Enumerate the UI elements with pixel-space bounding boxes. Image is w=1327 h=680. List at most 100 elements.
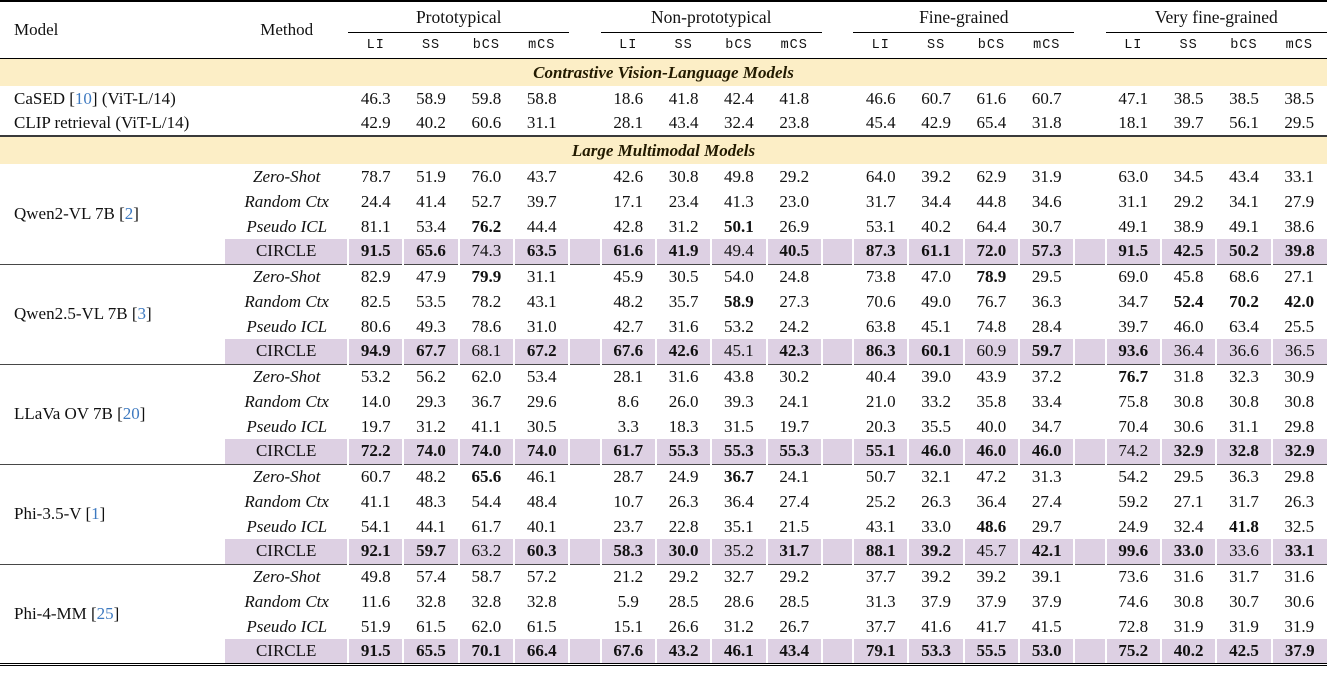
metric-cell: 81.1 [360, 216, 391, 236]
metric-cell: 32.8 [416, 591, 446, 611]
metric-cell: 37.7 [853, 563, 909, 589]
metric-cell: 58.7 [458, 563, 515, 589]
metric-cell: 67.6 [599, 639, 656, 664]
method-label: Pseudo ICL [246, 416, 328, 436]
citation-link[interactable]: 25 [96, 603, 114, 623]
metric-cell: 47.1 [1118, 88, 1149, 108]
column-gap [821, 563, 854, 589]
citation-link[interactable]: 10 [74, 88, 92, 108]
method-column-header: Method [225, 1, 349, 59]
metric-cell: 48.2 [403, 463, 459, 489]
group-header-prototypical: Prototypical [348, 1, 570, 33]
model-name-suffix: ] (ViT-L/14) [91, 88, 176, 108]
metric-cell: 53.2 [348, 363, 404, 389]
table-row: Qwen2.5-VL 7B [3] Zero-Shot 82.9 47.9 79.9 31… [0, 263, 1327, 364]
metric-cell: 55.5 [962, 639, 1020, 664]
citation-link[interactable]: 1 [91, 504, 100, 523]
metric-cell: 38.6 [1284, 216, 1315, 236]
metric-cell: 38.5 [1173, 88, 1204, 108]
metric-cell: 54.0 [711, 263, 767, 289]
subcol-mcs: mCS [1019, 32, 1075, 59]
metric-cell: 44.4 [526, 216, 557, 236]
metric-cell: 34.1 [1229, 191, 1259, 211]
table-row: Random Ctx 14.0 29.3 36.7 29.6 8.6 26.0 39.3 24.… [0, 389, 1327, 414]
metric-cell: 14.0 [360, 391, 391, 411]
metric-cell: 36.7 [471, 391, 502, 411]
model-name: CaSED [10] (ViT-L/14) [0, 86, 226, 111]
metric-cell: 43.1 [526, 291, 557, 311]
metric-cell: 31.3 [865, 591, 896, 611]
column-gap [1074, 1, 1106, 59]
column-gap [822, 314, 853, 339]
metric-cell: 42.0 [1284, 291, 1315, 311]
metric-cell: 32.5 [1284, 516, 1315, 536]
metric-cell: 41.1 [471, 416, 502, 436]
citation-link[interactable]: 2 [124, 203, 134, 223]
column-gap [822, 389, 853, 414]
metric-cell: 34.6 [1031, 191, 1062, 211]
subcol-mcs: mCS [1271, 32, 1327, 59]
metric-cell: 41.8 [1229, 516, 1259, 536]
column-gap [1074, 414, 1105, 439]
metric-cell: 39.2 [963, 563, 1020, 589]
table-row: Phi-4-MM [25] Zero-Shot 49.8 57.4 58.7 57.2 21… [0, 563, 1327, 664]
model-name-suffix: ] [133, 203, 139, 223]
metric-cell: 32.8 [471, 591, 502, 611]
metric-cell: 65.5 [402, 639, 459, 664]
metric-cell: 24.1 [779, 391, 810, 411]
metric-cell: 62.0 [471, 616, 502, 636]
citation-link[interactable]: 3 [137, 304, 147, 323]
metric-cell: 43.2 [654, 639, 712, 664]
column-gap [821, 463, 854, 489]
metric-cell: 30.0 [654, 539, 712, 564]
metric-cell: 42.7 [613, 316, 644, 336]
subcol-bcs: bCS [711, 32, 767, 59]
method-label: Random Ctx [244, 291, 329, 311]
metric-cell: 18.1 [1118, 113, 1149, 132]
metric-cell: 48.2 [613, 291, 644, 311]
metric-cell: 26.3 [1284, 491, 1315, 511]
model-name-text: CaSED [ [14, 88, 75, 108]
metric-cell: 32.7 [711, 563, 767, 589]
metric-cell: 41.1 [360, 491, 391, 511]
metric-cell: 31.1 [1229, 416, 1259, 436]
column-gap [569, 214, 600, 239]
column-gap [821, 1, 854, 59]
metric-cell: 53.5 [416, 291, 446, 311]
metric-cell: 27.3 [779, 291, 810, 311]
metric-cell: 21.0 [865, 391, 896, 411]
column-gap [822, 289, 853, 314]
metric-cell: 42.5 [1159, 239, 1217, 264]
metric-cell: 15.1 [613, 616, 644, 636]
metric-cell: 45.7 [962, 539, 1020, 564]
metric-cell: 36.4 [1159, 339, 1217, 364]
metric-cell: 28.5 [779, 591, 810, 611]
metric-cell: 75.8 [1118, 391, 1149, 411]
metric-cell: 67.7 [402, 339, 459, 364]
metric-cell: 49.0 [921, 291, 951, 311]
metric-cell: 60.7 [1031, 88, 1062, 108]
column-gap [569, 414, 600, 439]
column-gap [822, 514, 853, 539]
metric-cell: 65.6 [402, 239, 459, 264]
metric-cell: 79.9 [458, 263, 515, 289]
metric-cell: 31.9 [1229, 616, 1259, 636]
metric-cell: 30.8 [1284, 391, 1315, 411]
table-row: LLaVa OV 7B [20] Zero-Shot 53.2 56.2 62.0 53.… [0, 363, 1327, 464]
table-row: Phi-3.5-V [1] Zero-Shot 60.7 48.2 65.6 46.1 28… [0, 463, 1327, 564]
metric-cell: 30.7 [1229, 591, 1259, 611]
metric-cell: 39.7 [1118, 316, 1149, 336]
metric-cell: 76.7 [1105, 363, 1161, 389]
table-row: Pseudo ICL 54.1 44.1 61.7 40.1 23.7 22.8 35.1 21… [0, 514, 1327, 539]
citation-link[interactable]: 20 [122, 404, 140, 423]
metric-cell: 24.2 [779, 316, 810, 336]
metric-cell: 40.0 [976, 416, 1007, 436]
metric-cell: 29.7 [1031, 516, 1062, 536]
metric-cell: 31.6 [655, 363, 712, 389]
metric-cell: 43.9 [963, 363, 1020, 389]
metric-cell: 26.6 [668, 616, 699, 636]
method-label: Zero-Shot [225, 463, 349, 489]
metric-cell: 34.7 [1031, 416, 1062, 436]
metric-cell: 41.7 [976, 616, 1007, 636]
metric-cell: 18.3 [668, 416, 699, 436]
